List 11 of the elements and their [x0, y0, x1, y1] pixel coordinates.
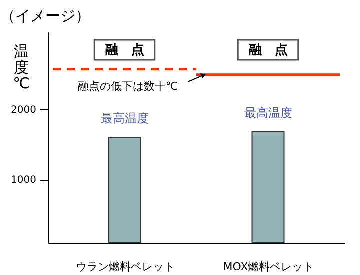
y-axis-title: 温度℃: [13, 42, 30, 92]
annotation: 融点の低下は数十℃: [78, 80, 178, 93]
chart-title: （イメージ）: [0, 7, 91, 25]
x-tick-label: ウラン燃料ペレット: [76, 260, 175, 274]
series-label: 最高温度: [100, 112, 149, 126]
y-tick-label: 2000: [11, 104, 36, 116]
ref-line-label: 融 点: [105, 42, 144, 58]
x-tick-label: MOX燃料ペレット: [223, 260, 314, 274]
y-tick-label: 1000: [11, 175, 36, 186]
text: 最高温度: [244, 106, 292, 120]
ref-line-label: 融 点: [248, 42, 288, 58]
